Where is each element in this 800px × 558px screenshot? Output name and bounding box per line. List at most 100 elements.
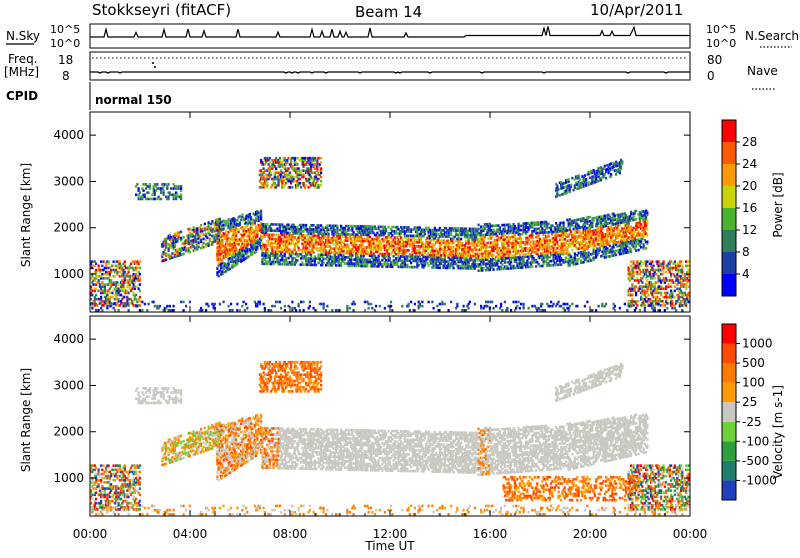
heatmap-cell <box>189 251 191 254</box>
heatmap-cell <box>396 232 398 235</box>
heatmap-cell <box>475 248 477 251</box>
heatmap-cell <box>118 283 120 286</box>
heatmap-cell <box>550 260 552 263</box>
heatmap-cell <box>198 241 200 244</box>
heatmap-cell <box>196 227 198 230</box>
heatmap-cell <box>170 187 172 190</box>
heatmap-cell <box>569 226 571 229</box>
heatmap-cell <box>566 248 568 251</box>
heatmap-cell <box>493 268 495 271</box>
heatmap-cell <box>168 247 170 250</box>
heatmap-cell <box>153 301 155 304</box>
heatmap-cell <box>414 303 416 306</box>
heatmap-cell <box>568 178 570 181</box>
heatmap-cell <box>560 305 562 308</box>
heatmap-cell <box>390 301 392 304</box>
heatmap-cell <box>334 229 336 232</box>
heatmap-cell <box>208 221 210 224</box>
heatmap-cell <box>313 307 315 310</box>
heatmap-cell <box>106 305 108 308</box>
heatmap-cell <box>478 269 480 272</box>
heatmap-cell <box>223 224 225 227</box>
heatmap-cell <box>204 227 206 230</box>
heatmap-cell <box>520 237 522 240</box>
heatmap-cell <box>268 309 270 312</box>
heatmap-cell <box>393 226 395 229</box>
heatmap-cell <box>113 307 115 310</box>
heatmap-cell <box>124 260 126 263</box>
heatmap-cell <box>351 225 353 228</box>
heatmap-cell <box>323 258 325 261</box>
heatmap-cell <box>95 262 97 265</box>
heatmap-cell <box>135 294 137 297</box>
heatmap-cell <box>303 263 305 266</box>
heatmap-cell <box>364 301 366 304</box>
heatmap-cell <box>453 267 455 270</box>
heatmap-cell <box>530 241 532 244</box>
heatmap-cell <box>453 242 455 245</box>
heatmap-cell <box>260 169 262 172</box>
heatmap-cell <box>520 229 522 232</box>
heatmap-cell <box>223 301 225 304</box>
heatmap-cell <box>574 178 576 181</box>
heatmap-cell <box>550 264 552 267</box>
heatmap-cell <box>519 307 521 310</box>
heatmap-cell <box>309 301 311 304</box>
heatmap-cell <box>394 236 396 239</box>
heatmap-cell <box>228 305 230 308</box>
heatmap-cell <box>408 303 410 306</box>
heatmap-cell <box>410 301 412 304</box>
heatmap-cell <box>91 290 93 293</box>
heatmap-cell <box>593 238 595 241</box>
heatmap-cell <box>273 234 275 237</box>
heatmap-cell <box>201 228 203 231</box>
heatmap-cell <box>318 157 320 160</box>
heatmap-cell <box>205 233 207 236</box>
heatmap-cell <box>180 231 182 234</box>
freq-trace <box>90 72 690 73</box>
heatmap-cell <box>299 249 301 252</box>
heatmap-cell <box>183 253 185 256</box>
heatmap-cell <box>440 254 442 257</box>
heatmap-cell <box>241 226 243 229</box>
heatmap-cell <box>119 271 121 274</box>
heatmap-cell <box>336 225 338 228</box>
heatmap-cell <box>165 258 167 261</box>
heatmap-cell <box>288 223 290 226</box>
heatmap-cell <box>436 305 438 308</box>
heatmap-cell <box>488 301 490 304</box>
heatmap-cell <box>91 307 93 310</box>
heatmap-cell <box>531 265 533 268</box>
heatmap-cell <box>421 305 423 308</box>
heatmap-cell <box>116 271 118 274</box>
heatmap-cell <box>371 307 373 310</box>
heatmap-cell <box>390 261 392 264</box>
heatmap-cell <box>316 247 318 250</box>
heatmap-cell <box>401 305 403 308</box>
heatmap-cell <box>500 303 502 306</box>
nsearch-tick-bottom: 10^0 <box>706 37 736 50</box>
heatmap-cell <box>520 303 522 306</box>
heatmap-cell <box>284 305 286 308</box>
heatmap-cell <box>203 233 205 236</box>
heatmap-cell <box>139 191 141 194</box>
heatmap-cell <box>501 263 503 266</box>
heatmap-cell <box>295 309 297 312</box>
nsky-trace <box>90 26 690 37</box>
heatmap-cell <box>584 305 586 308</box>
heatmap-cell <box>349 307 351 310</box>
heatmap-cell <box>128 309 130 312</box>
heatmap-cell <box>228 237 230 240</box>
heatmap-cell <box>139 304 141 307</box>
heatmap-cell <box>180 249 182 252</box>
heatmap-cell <box>568 235 570 238</box>
heatmap-cell <box>560 263 562 266</box>
heatmap-cell <box>183 236 185 239</box>
heatmap-cell <box>99 269 101 272</box>
heatmap-cell <box>133 292 135 295</box>
heatmap-cell <box>308 186 310 189</box>
heatmap-cell <box>138 187 140 190</box>
heatmap-cell <box>256 229 258 232</box>
heatmap-cell <box>564 238 566 241</box>
